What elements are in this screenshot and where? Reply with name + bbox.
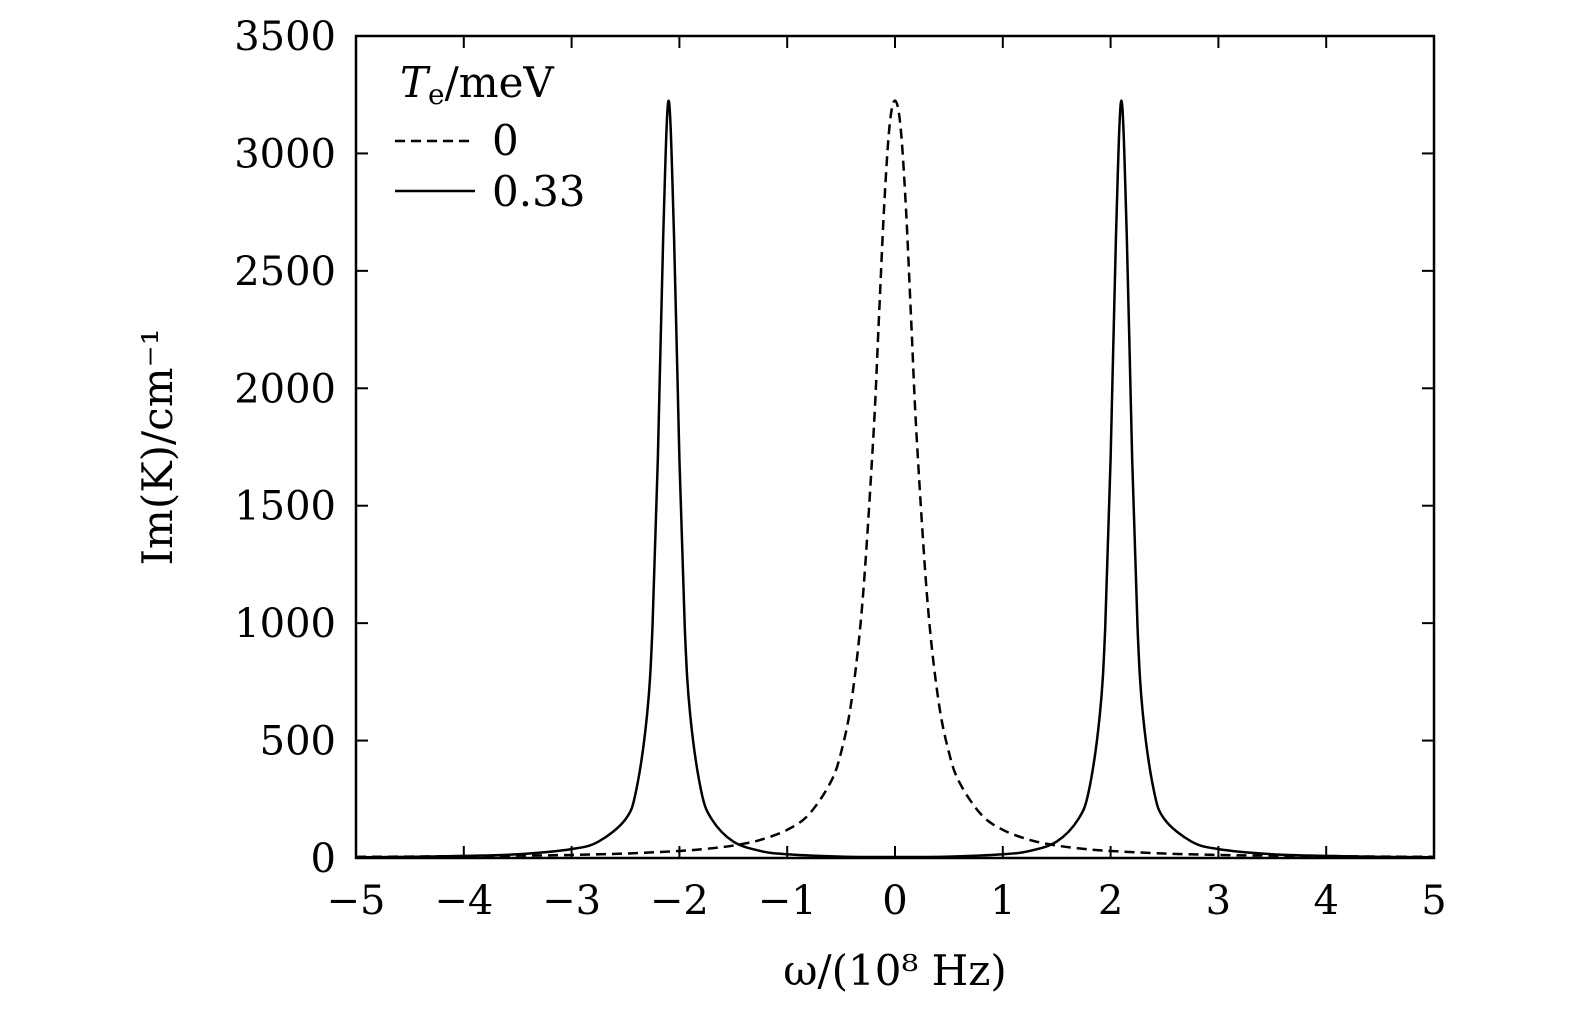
y-tick-label: 500: [260, 719, 336, 765]
y-axis-ticks: 0 500 1000 1500 2000 2500 3000 3500: [234, 14, 1434, 882]
x-axis-ticks: −5 −4 −3 −2 −1 0 1 2 3 4 5: [327, 36, 1447, 924]
x-tick-label: −1: [758, 878, 817, 924]
x-tick-label: 2: [1098, 878, 1123, 924]
x-tick-label: −4: [434, 878, 493, 924]
legend-label-0: 0: [492, 116, 519, 165]
y-axis-title: Im(K)/cm⁻¹: [133, 328, 182, 565]
series-line-solid: [355, 99, 1435, 859]
y-tick-label: 1500: [234, 484, 336, 530]
legend-label-1: 0.33: [492, 167, 586, 216]
series-layer: [355, 99, 1435, 859]
x-tick-label: −3: [542, 878, 601, 924]
x-tick-label: 1: [990, 878, 1015, 924]
x-tick-label: 3: [1206, 878, 1231, 924]
y-tick-label: 1000: [234, 601, 336, 647]
x-axis-title: ω/(10⁸ Hz): [783, 946, 1007, 995]
x-tick-label: 5: [1421, 878, 1446, 924]
x-tick-label: 4: [1313, 878, 1338, 924]
legend: Te/meV 0 0.33: [395, 58, 586, 216]
y-tick-label: 2000: [234, 366, 336, 412]
y-tick-label: 0: [311, 836, 336, 882]
legend-title: Te/meV: [400, 58, 554, 111]
x-tick-label: −2: [650, 878, 709, 924]
y-tick-label: 3000: [234, 131, 336, 177]
y-tick-label: 3500: [234, 14, 336, 60]
x-tick-label: −5: [327, 878, 386, 924]
series-line-dashed: [355, 99, 1435, 859]
y-tick-label: 2500: [234, 249, 336, 295]
x-tick-label: 0: [882, 878, 907, 924]
